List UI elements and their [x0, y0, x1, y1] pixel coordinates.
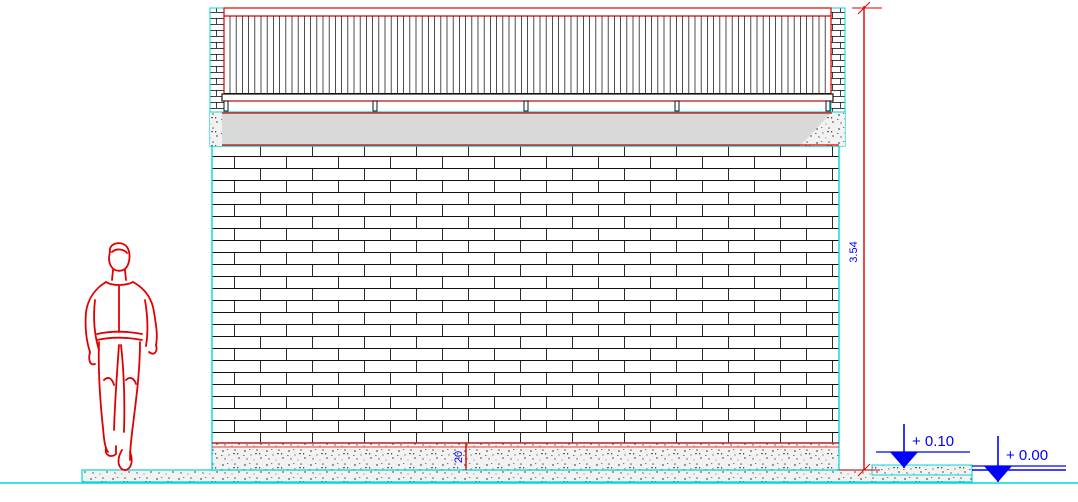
total-height-dimension: 3.54	[839, 1, 882, 477]
ground-line	[0, 469, 1078, 484]
plinth-height-dimension: 20	[453, 443, 467, 470]
coping-band	[209, 111, 846, 147]
level-marker-lower: + 0.00	[972, 436, 1066, 482]
railing-bars	[229, 16, 826, 94]
human-figure	[84, 242, 158, 471]
concrete-plinth	[211, 442, 840, 471]
brick-wall	[211, 145, 840, 444]
railing	[221, 7, 834, 112]
level-marker-upper: + 0.10	[876, 424, 970, 468]
level-lower-label: + 0.00	[1006, 447, 1048, 464]
total-height-label: 3.54	[848, 241, 860, 262]
level-upper-label: + 0.10	[912, 433, 954, 450]
plinth-height-label: 20	[453, 451, 465, 463]
